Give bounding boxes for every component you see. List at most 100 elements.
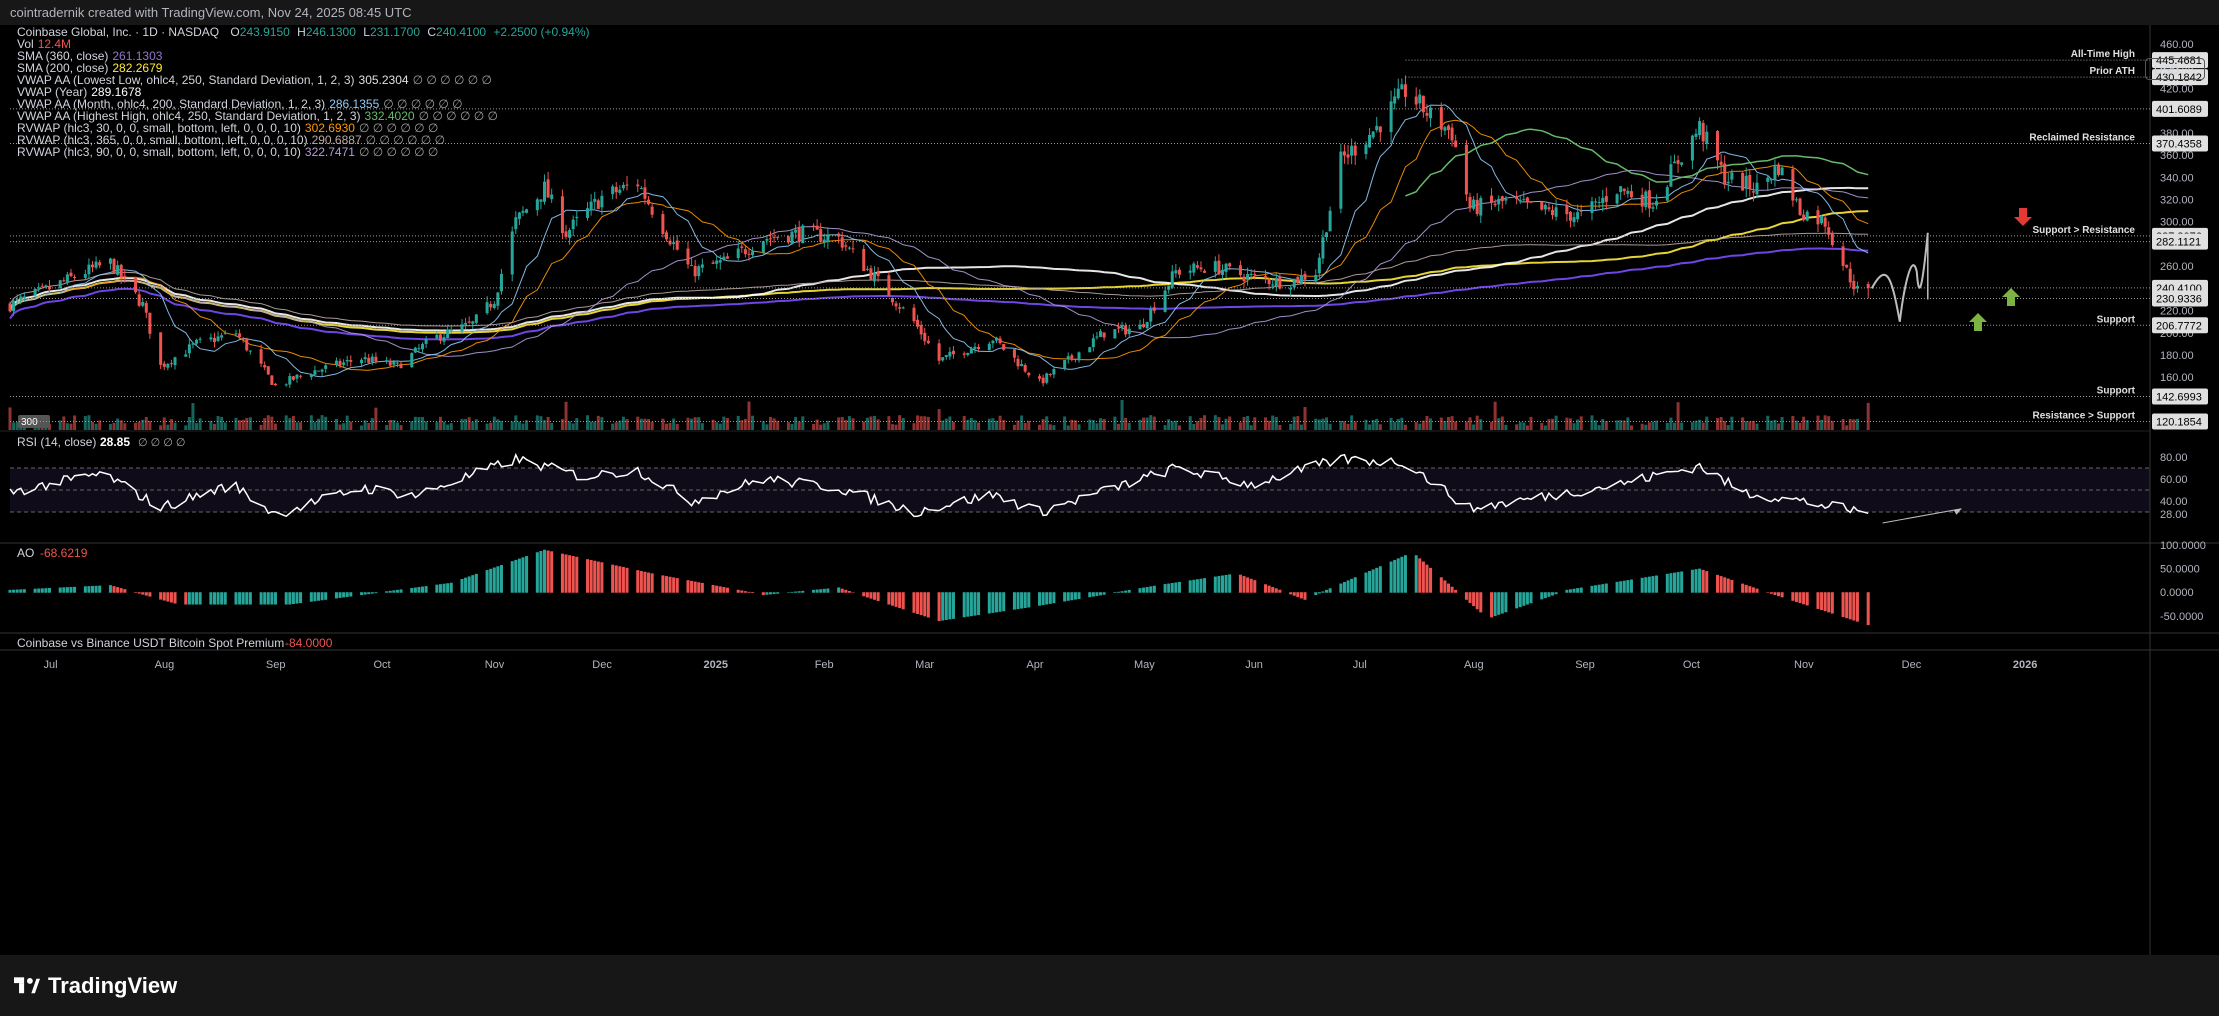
ao-bar — [187, 592, 191, 605]
candle-body — [44, 285, 48, 287]
ao-bar — [546, 550, 550, 593]
candle-body — [697, 266, 701, 277]
volume-bar — [116, 418, 120, 430]
volume-bar — [374, 407, 378, 430]
ao-bar — [169, 592, 173, 603]
candle-body — [471, 321, 475, 324]
volume-bar — [12, 422, 16, 430]
ao-bar — [1418, 558, 1422, 593]
ao-bar — [1149, 586, 1153, 593]
time-tick-label: Dec — [592, 659, 612, 671]
candle-body — [901, 307, 905, 309]
ao-bar — [1217, 576, 1221, 593]
price-tag-label: 206.7772 — [2156, 320, 2202, 332]
candle-body — [1012, 349, 1016, 358]
ao-bar — [1163, 584, 1167, 593]
candle-body — [1841, 246, 1845, 266]
price-level-annotation: Support > Resistance — [2032, 225, 2135, 236]
currency-selector[interactable]: USD — [2145, 58, 2205, 80]
ao-bar — [1522, 592, 1526, 606]
ao-bar — [1116, 591, 1120, 593]
indicator-legend-9[interactable]: RVWAP (hlc3, 90, 0, 0, small, bottom, le… — [17, 145, 438, 159]
volume-bar — [1565, 417, 1569, 430]
volume-bar — [790, 423, 794, 430]
volume-bar — [664, 423, 668, 430]
candle-body — [342, 362, 346, 365]
volume-bar — [1680, 422, 1684, 430]
ao-bar — [926, 592, 930, 618]
change-value: +2.2500 (+0.94%) — [493, 25, 590, 39]
candle-body — [159, 332, 163, 365]
candle-body — [238, 333, 242, 337]
indicator-legend-4[interactable]: VWAP (Year) 289.1678 — [17, 85, 141, 99]
ao-bar — [94, 585, 98, 593]
candle-body — [614, 186, 618, 193]
ao-bar — [776, 592, 780, 594]
candle-body — [1805, 211, 1809, 221]
ao-bar — [1267, 585, 1271, 593]
ao-bar — [837, 587, 841, 593]
indicator-legend-2[interactable]: SMA (200, close) 282.2679 — [17, 61, 162, 75]
indicator-legend-7[interactable]: RVWAP (hlc3, 30, 0, 0, small, bottom, le… — [17, 121, 438, 135]
ao-bar — [1167, 583, 1171, 593]
candle-body — [1450, 127, 1454, 141]
candle-body — [169, 363, 173, 365]
candle-body — [1242, 276, 1246, 282]
indicator-suffix: ∅ ∅ ∅ ∅ ∅ ∅ — [412, 73, 492, 87]
volume-bar — [316, 418, 321, 430]
price-tick-label: 320.00 — [2160, 195, 2194, 207]
ao-tick-label: 100.0000 — [2160, 540, 2206, 552]
indicator-legend-0[interactable]: Vol 12.4M — [17, 37, 71, 51]
volume-bar — [259, 424, 263, 430]
indicator-value: 282.2679 — [112, 61, 163, 75]
volume-bar — [650, 421, 654, 430]
indicator-legend-6[interactable]: VWAP AA (Highest High, ohlc4, 250, Stand… — [17, 109, 498, 123]
volume-bar — [586, 415, 590, 430]
volume-bar — [1626, 417, 1630, 430]
ao-bar — [794, 591, 798, 593]
ao-bar — [417, 587, 421, 593]
volume-bar — [1066, 425, 1070, 430]
candle-body — [349, 359, 353, 362]
ao-bar — [1741, 583, 1745, 593]
candle-body — [1490, 195, 1494, 203]
chart-canvas[interactable]: 120.00140.00160.00180.00200.00220.00240.… — [0, 25, 2219, 955]
volume-bar — [991, 418, 995, 430]
ao-bar — [1414, 555, 1418, 593]
volume-bar — [248, 417, 252, 430]
ao-bar — [1299, 592, 1303, 599]
ao-bar — [162, 592, 166, 601]
ao-bar — [234, 592, 238, 605]
volume-bar — [320, 415, 324, 430]
indicator-legend-1[interactable]: SMA (360, close) 261.1303 — [17, 49, 162, 63]
candle-body — [424, 339, 428, 344]
candle-body — [643, 187, 647, 199]
ao-bar — [600, 562, 604, 593]
candle-body — [1073, 358, 1077, 360]
ao-bar — [542, 549, 547, 593]
volume-bar — [937, 409, 941, 430]
candle-body — [1278, 276, 1282, 289]
ao-bar — [1468, 592, 1472, 603]
volume-bar — [1579, 416, 1583, 430]
candle-body — [1264, 276, 1268, 279]
ao-bar — [1195, 579, 1199, 593]
volume-bar — [69, 423, 73, 430]
ao-bar — [313, 592, 317, 602]
rsi-projection-arrowhead — [1953, 508, 1962, 515]
candle-body — [83, 274, 87, 278]
candle-body — [245, 339, 249, 351]
candle-body — [948, 351, 952, 357]
candle-body — [1414, 96, 1418, 105]
volume-bar — [1723, 420, 1727, 430]
rsi-title: RSI (14, close) — [17, 435, 96, 449]
ao-bar — [560, 553, 564, 593]
indicator-legend-3[interactable]: VWAP AA (Lowest Low, ohlc4, 250, Standar… — [17, 73, 492, 87]
chart-area[interactable]: 120.00140.00160.00180.00200.00220.00240.… — [0, 25, 2219, 955]
ao-bar — [1242, 576, 1246, 593]
volume-bar — [1120, 400, 1124, 430]
indicator-legend-8[interactable]: RVWAP (hlc3, 365, 0, 0, small, bottom, l… — [17, 133, 445, 147]
ao-bar — [1855, 592, 1859, 622]
ao-bar — [334, 592, 338, 599]
indicator-legend-5[interactable]: VWAP AA (Month, ohlc4, 200, Standard Dev… — [17, 97, 463, 111]
